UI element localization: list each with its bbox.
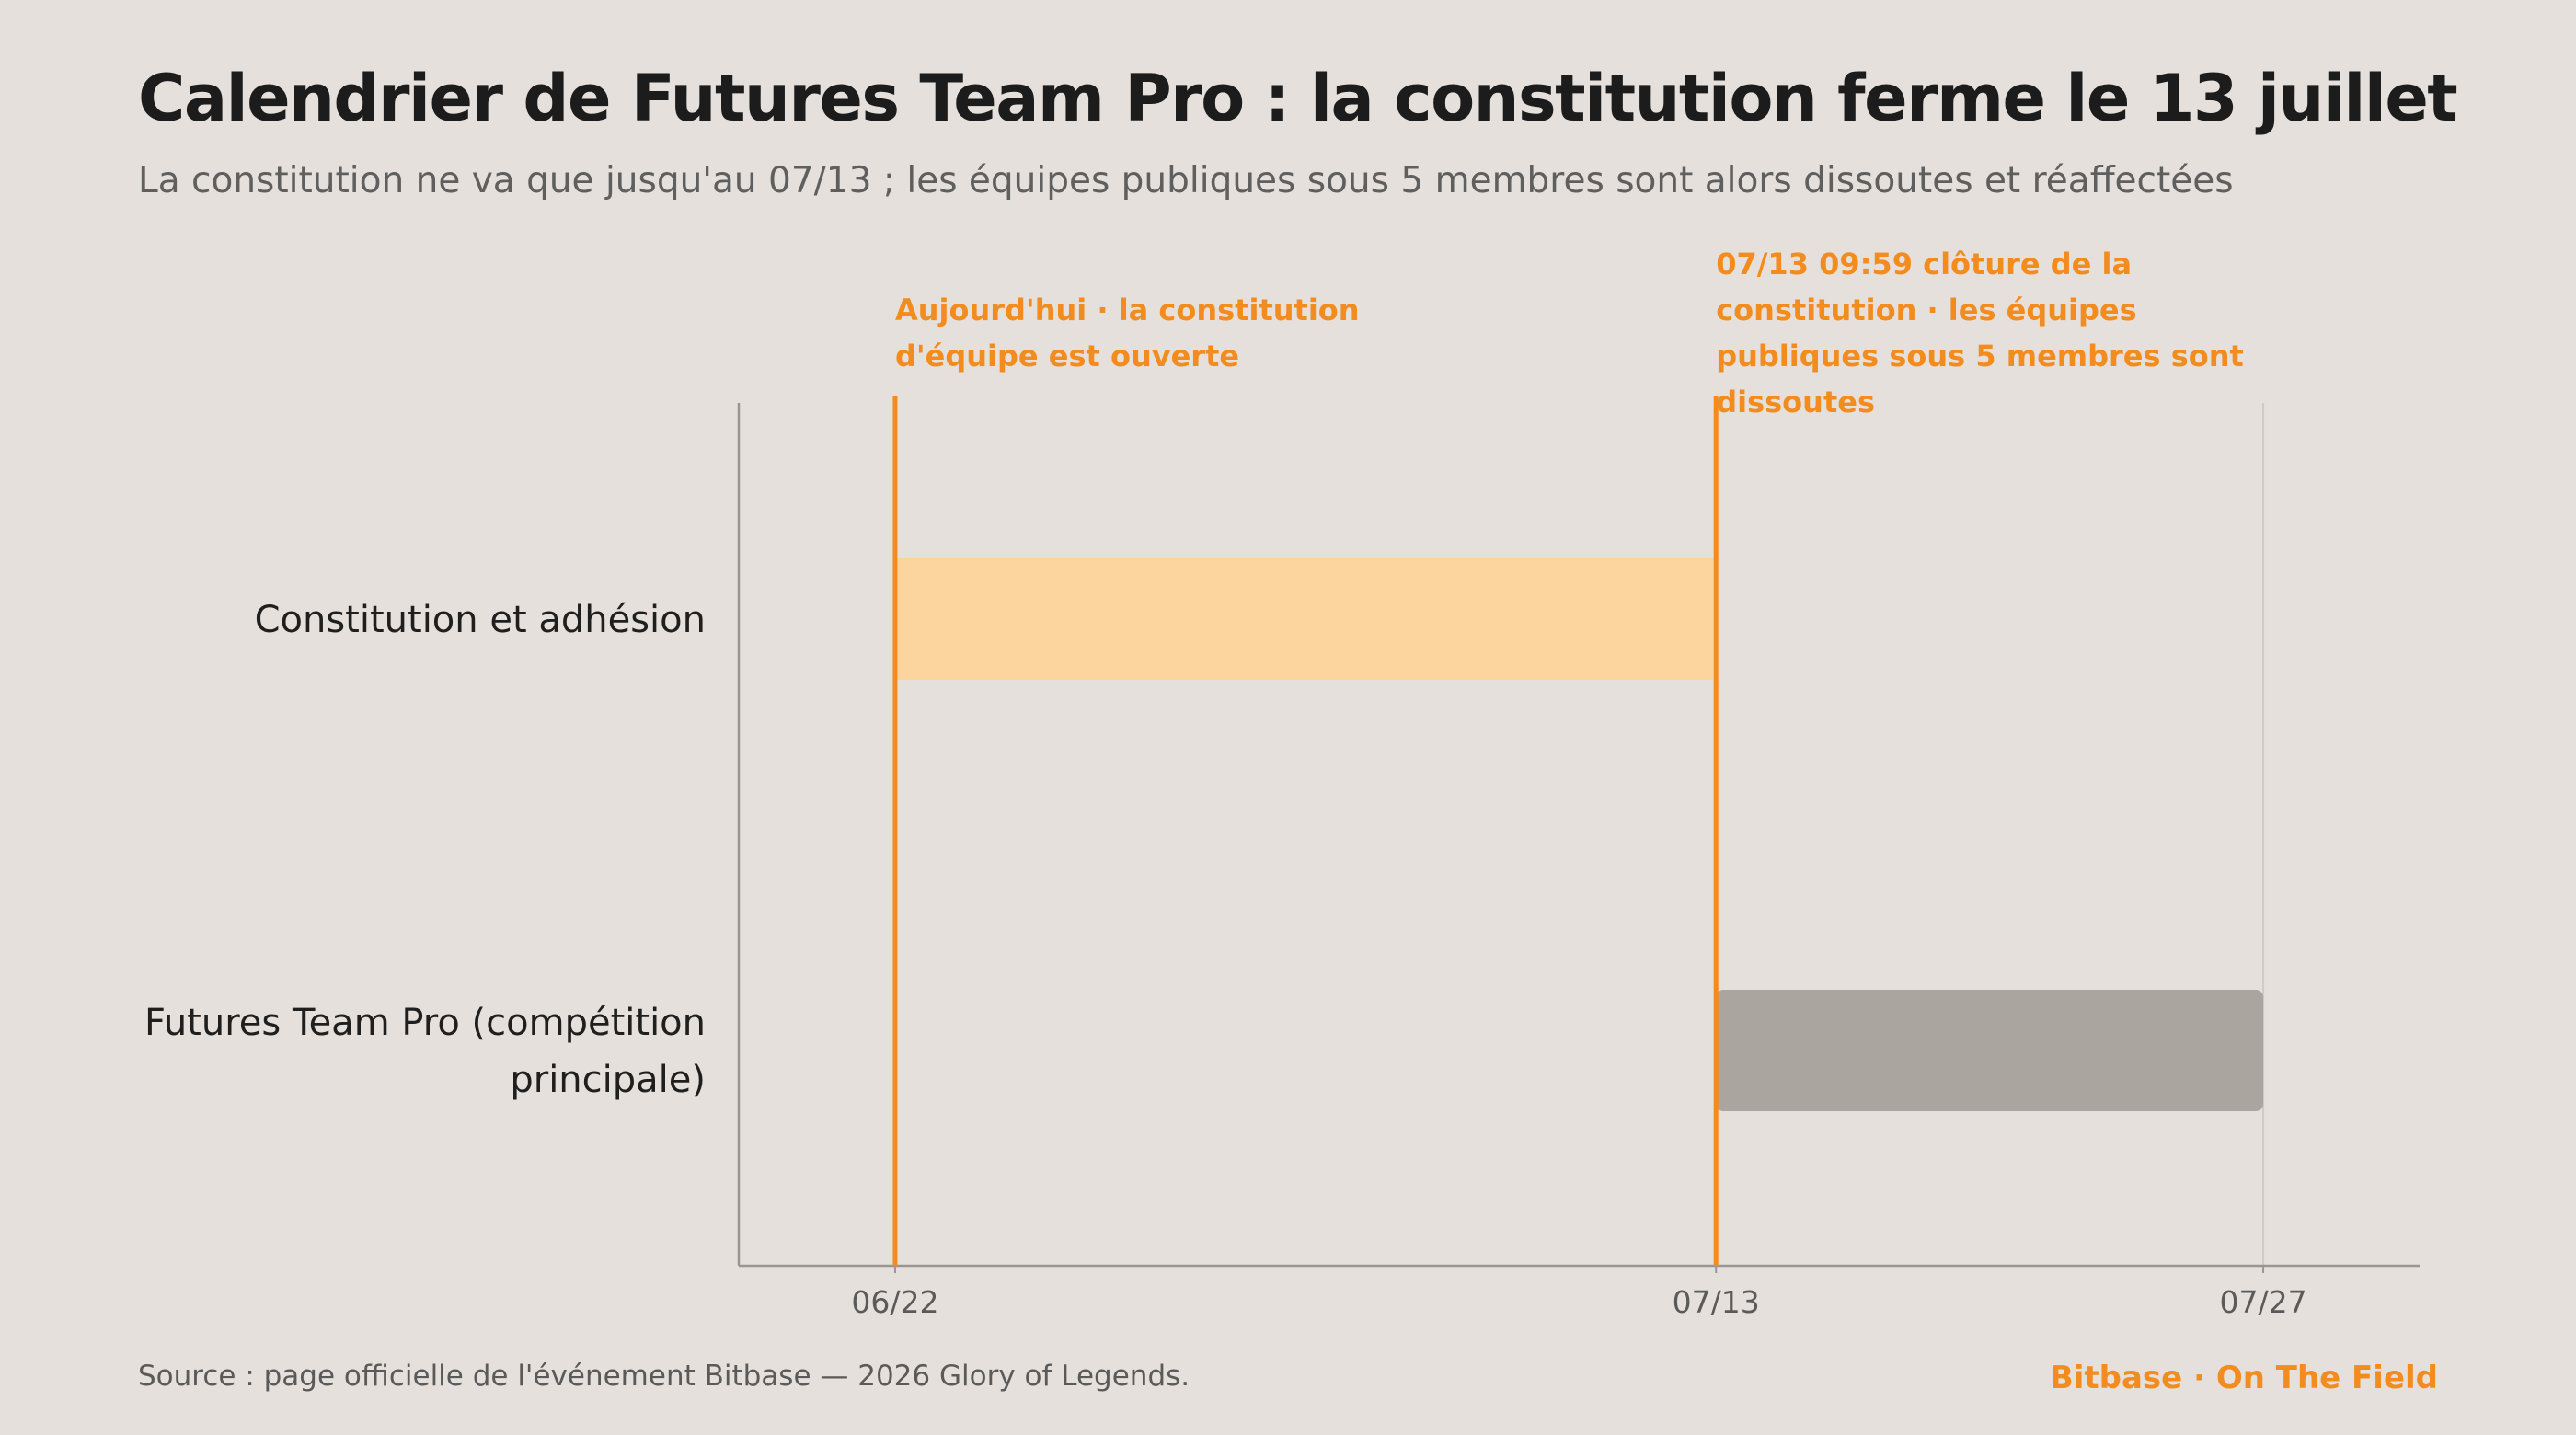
task-bar-2 — [1716, 990, 2264, 1111]
x-tick-label-1: 06/22 — [851, 1284, 938, 1320]
brand-label: Bitbase · On The Field — [2049, 1360, 2438, 1396]
marker-label-1: Aujourd'hui · la constitution d'équipe es… — [895, 293, 1360, 373]
task-label-2: Futures Team Pro (compétition principale) — [144, 1002, 706, 1101]
x-tick-label-2: 07/13 — [1673, 1284, 1760, 1320]
source-note: Source : page officielle de l'événement … — [138, 1360, 1190, 1393]
marker-label-2: 07/13 09:59 clôture de la constitution · … — [1716, 247, 2244, 419]
task-bar-1 — [894, 558, 1717, 680]
x-tick-label-3: 07/27 — [2219, 1284, 2306, 1320]
chart-subtitle: La constitution ne va que jusqu'au 07/13… — [138, 160, 2234, 201]
task-label-1: Constitution et adhésion — [255, 599, 706, 641]
chart-title: Calendrier de Futures Team Pro : la cons… — [138, 61, 2458, 136]
